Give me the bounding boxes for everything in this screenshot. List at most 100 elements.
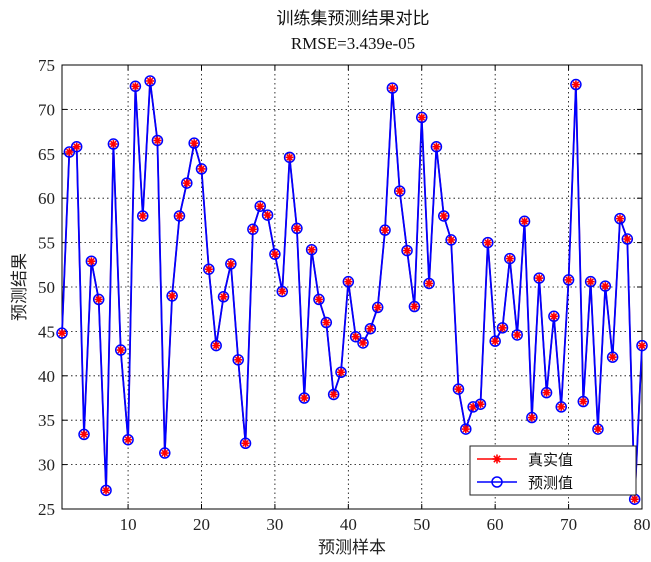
actual-point (109, 140, 118, 149)
actual-point (226, 259, 235, 268)
actual-point (219, 292, 228, 301)
actual-point (160, 449, 169, 458)
predicted-point (614, 212, 626, 225)
actual-point (417, 113, 426, 122)
predicted-point (327, 388, 340, 401)
actual-point (314, 295, 323, 304)
actual-point (608, 353, 617, 362)
predicted-point (203, 263, 215, 275)
predicted-point (225, 258, 237, 270)
predicted-point (100, 484, 112, 497)
predicted-point (401, 244, 413, 257)
predicted-point (291, 222, 303, 235)
predicted-point (114, 344, 127, 356)
actual-point (72, 142, 81, 151)
grid (62, 65, 642, 509)
actual-point (168, 291, 177, 300)
x-axis-label: 预测样本 (318, 538, 386, 558)
predicted-point (606, 351, 619, 363)
predicted-point (217, 291, 230, 303)
predicted-point (188, 137, 200, 149)
actual-point (366, 324, 375, 333)
actual-point (102, 486, 111, 495)
actual-point (300, 394, 309, 402)
actual-point (432, 142, 441, 151)
actual-point (212, 341, 221, 350)
x-tick-label: 20 (193, 515, 210, 534)
y-axis-label: 预测结果 (10, 253, 30, 321)
actual-point (263, 211, 272, 220)
predicted-point (577, 395, 590, 408)
actual-point (571, 80, 580, 89)
predicted-point (438, 210, 450, 222)
predicted-point (159, 447, 171, 459)
actual-point (410, 302, 419, 311)
y-tick-label: 50 (38, 278, 55, 297)
actual-point (593, 425, 602, 434)
predicted-point (283, 151, 296, 164)
legend-label-pred: 预测值 (528, 474, 573, 492)
predicted-point (151, 134, 164, 147)
chart-subtitle: RMSE=3.439e-05 (291, 34, 415, 53)
predicted-point (504, 252, 516, 265)
legend-label-actual: 真实值 (528, 451, 573, 469)
y-tick-label: 35 (38, 411, 55, 430)
predicted-point (592, 423, 604, 435)
predicted-point (496, 322, 509, 334)
predicted-point (320, 316, 333, 329)
actual-point (329, 390, 338, 399)
predicted-point (239, 437, 252, 450)
legend-star-marker (492, 454, 502, 464)
predicted-point (540, 386, 553, 399)
predicted-point (305, 243, 318, 256)
actual-point (182, 179, 191, 188)
predicted-point (63, 146, 76, 158)
actual-point (388, 84, 397, 93)
predicted-point (408, 300, 421, 313)
predicted-point (92, 293, 105, 306)
actual-point (564, 275, 573, 284)
actual-point (292, 224, 301, 233)
actual-point (425, 279, 434, 288)
predicted-point (511, 329, 523, 341)
actual-point (336, 368, 345, 377)
actual-point (94, 295, 103, 304)
actual-point (131, 82, 140, 91)
actual-point (403, 246, 412, 255)
predicted-point (349, 330, 362, 343)
x-tick-label: 60 (487, 515, 504, 534)
predicted-point (144, 75, 156, 87)
actual-point (204, 265, 213, 274)
predicted-point (181, 177, 193, 189)
actual-point (461, 425, 470, 434)
predicted-point (269, 248, 281, 260)
predicted-point (78, 428, 90, 441)
actual-point (381, 226, 390, 235)
actual-point (241, 439, 250, 448)
x-tick-label: 40 (340, 515, 357, 534)
predicted-point (460, 423, 472, 435)
predicted-point (393, 185, 406, 197)
series-line-predicted (61, 80, 643, 500)
actual-point (520, 217, 529, 226)
predicted-point (85, 255, 98, 267)
predicted-point (636, 339, 648, 352)
actual-point (439, 211, 448, 220)
series-layer (56, 75, 648, 505)
actual-point (153, 136, 162, 145)
predicted-point (386, 82, 399, 94)
x-tick-label: 50 (413, 515, 430, 534)
actual-point (549, 312, 558, 321)
predicted-point (482, 236, 494, 249)
predicted-point (56, 327, 68, 339)
actual-point (601, 282, 610, 291)
actual-point (270, 250, 279, 259)
x-tick-label: 80 (634, 515, 651, 534)
actual-point (58, 329, 66, 338)
predicted-point (254, 200, 266, 212)
series-line-actual (61, 80, 643, 500)
predicted-point (313, 293, 325, 306)
actual-point (190, 139, 199, 148)
predicted-point (599, 280, 612, 292)
